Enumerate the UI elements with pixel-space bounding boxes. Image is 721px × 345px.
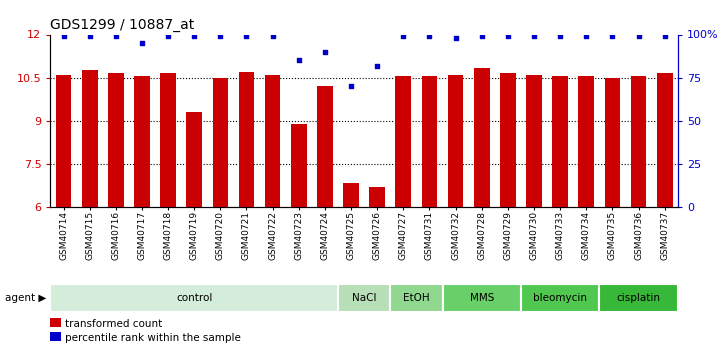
Bar <box>213 78 228 207</box>
Point <box>215 33 226 39</box>
Bar <box>448 75 464 207</box>
Point <box>84 33 95 39</box>
Point <box>502 33 513 39</box>
Text: cisplatin: cisplatin <box>616 293 660 303</box>
Text: GDS1299 / 10887_at: GDS1299 / 10887_at <box>50 18 195 32</box>
Bar <box>443 284 521 313</box>
Bar <box>521 284 599 313</box>
Text: percentile rank within the sample: percentile rank within the sample <box>65 333 241 343</box>
Bar <box>239 72 255 207</box>
Point <box>606 33 618 39</box>
Bar <box>160 73 176 207</box>
Text: control: control <box>176 293 213 303</box>
Bar <box>186 112 202 207</box>
Point <box>554 33 566 39</box>
Point <box>424 33 435 39</box>
Text: transformed count: transformed count <box>65 319 162 329</box>
Bar <box>526 75 542 207</box>
Point <box>58 33 69 39</box>
Bar <box>390 284 443 313</box>
Bar <box>343 183 359 207</box>
Point <box>345 83 357 89</box>
Bar <box>369 187 385 207</box>
Point <box>162 33 174 39</box>
Text: bleomycin: bleomycin <box>533 293 587 303</box>
Bar <box>338 284 390 313</box>
Bar <box>265 75 280 207</box>
Point <box>188 33 200 39</box>
Bar <box>82 70 97 207</box>
Bar <box>552 76 568 207</box>
Point <box>319 49 331 55</box>
Point <box>371 63 383 68</box>
Text: agent ▶: agent ▶ <box>6 294 47 303</box>
Point <box>241 33 252 39</box>
Bar <box>395 76 411 207</box>
Bar <box>317 86 332 207</box>
Bar <box>500 73 516 207</box>
Text: NaCl: NaCl <box>352 293 376 303</box>
Bar <box>474 68 490 207</box>
Point <box>580 33 592 39</box>
Bar <box>56 75 71 207</box>
Point <box>633 33 645 39</box>
Text: MMS: MMS <box>469 293 494 303</box>
Point <box>267 33 278 39</box>
Text: EtOH: EtOH <box>403 293 430 303</box>
Bar <box>291 124 306 207</box>
Bar <box>578 76 594 207</box>
Point <box>110 33 122 39</box>
Point <box>528 33 540 39</box>
Bar <box>599 284 678 313</box>
Bar <box>134 76 150 207</box>
Point <box>136 40 148 46</box>
Point <box>659 33 671 39</box>
Bar <box>631 76 647 207</box>
Point <box>450 35 461 41</box>
Point <box>397 33 409 39</box>
Bar <box>108 73 124 207</box>
Point <box>476 33 487 39</box>
Bar <box>50 284 338 313</box>
Point <box>293 58 304 63</box>
Bar <box>422 76 437 207</box>
Bar <box>604 78 620 207</box>
Bar <box>657 73 673 207</box>
